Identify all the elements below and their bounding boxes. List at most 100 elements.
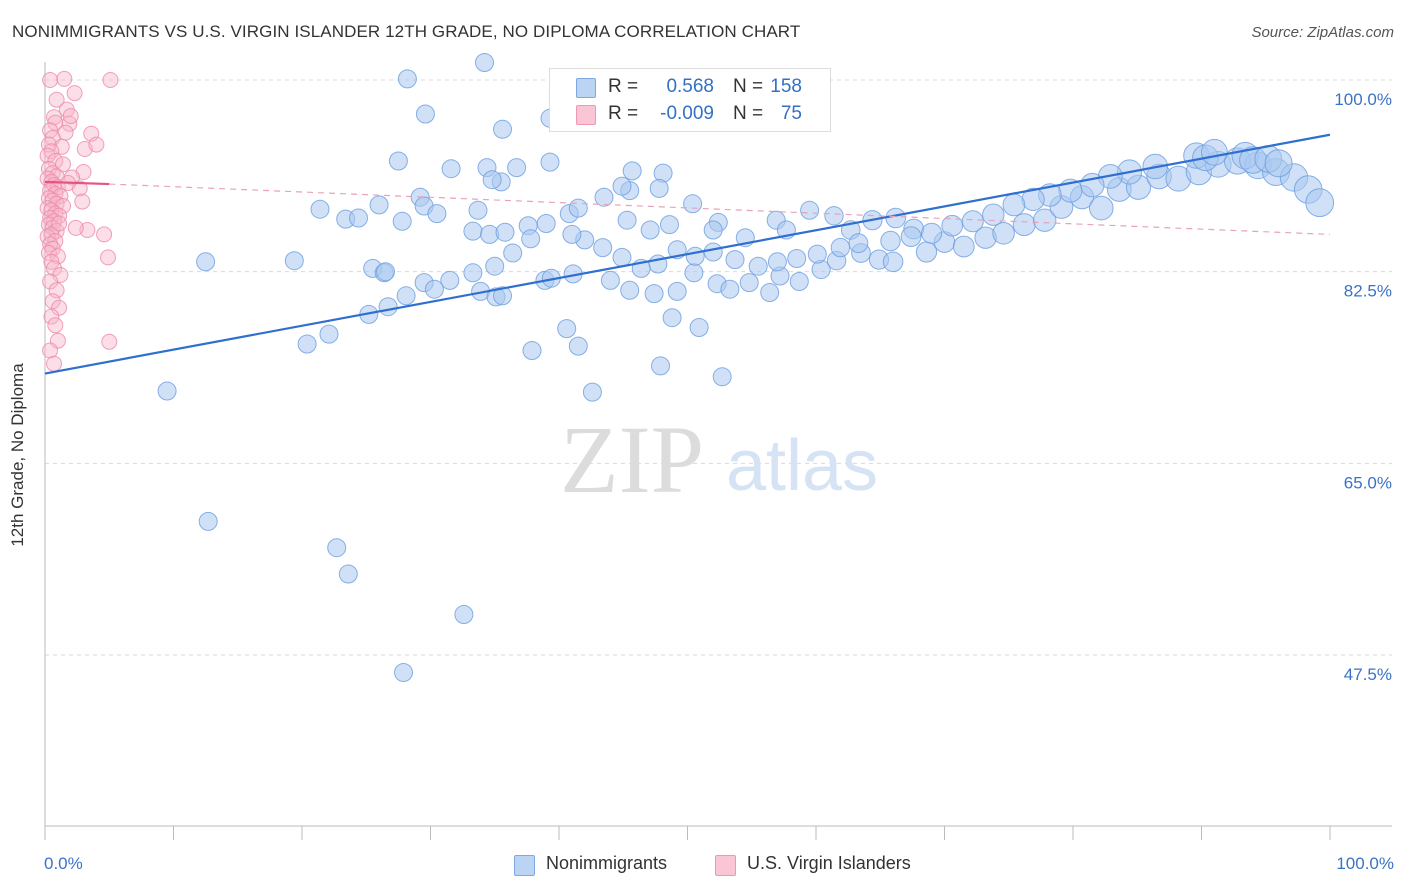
point-nonimmigrants bbox=[327, 538, 347, 558]
legend-n-label: N = bbox=[733, 103, 764, 124]
point-nonimmigrants bbox=[349, 208, 368, 228]
point-nonimmigrants bbox=[952, 235, 975, 258]
point-nonimmigrants bbox=[807, 244, 827, 264]
point-virgin-islanders bbox=[43, 308, 60, 325]
point-virgin-islanders bbox=[44, 293, 61, 310]
point-nonimmigrants bbox=[612, 247, 632, 267]
point-nonimmigrants bbox=[427, 204, 447, 224]
point-nonimmigrants bbox=[485, 256, 505, 276]
point-nonimmigrants bbox=[582, 382, 602, 402]
point-virgin-islanders bbox=[56, 70, 73, 87]
point-nonimmigrants bbox=[521, 229, 541, 249]
point-nonimmigrants bbox=[1201, 138, 1228, 166]
point-nonimmigrants bbox=[1002, 193, 1026, 217]
point-nonimmigrants bbox=[712, 367, 732, 387]
correlation-legend: R = 0.568 N = 158 R = -0.009 N = 75 bbox=[549, 68, 831, 132]
point-nonimmigrants bbox=[880, 230, 901, 252]
point-nonimmigrants bbox=[392, 211, 412, 231]
point-nonimmigrants bbox=[463, 263, 483, 283]
point-nonimmigrants bbox=[1012, 213, 1036, 237]
axes bbox=[44, 62, 1392, 840]
point-nonimmigrants bbox=[503, 243, 523, 263]
point-nonimmigrants bbox=[493, 119, 512, 139]
data-points bbox=[39, 53, 1335, 682]
point-nonimmigrants bbox=[720, 279, 740, 299]
point-virgin-islanders bbox=[49, 248, 66, 265]
legend-swatch-blue bbox=[576, 78, 596, 98]
point-nonimmigrants bbox=[961, 210, 984, 233]
point-nonimmigrants bbox=[915, 241, 938, 263]
point-nonimmigrants bbox=[198, 511, 218, 531]
point-virgin-islanders bbox=[42, 72, 59, 88]
point-nonimmigrants bbox=[157, 381, 177, 401]
point-nonimmigrants bbox=[620, 280, 640, 300]
point-nonimmigrants bbox=[662, 308, 682, 328]
point-nonimmigrants bbox=[593, 238, 613, 258]
legend-r-label: R = bbox=[608, 103, 639, 124]
trend-lines bbox=[44, 133, 1331, 375]
point-nonimmigrants bbox=[522, 341, 542, 360]
y-tick-label: 65.0% bbox=[1344, 473, 1392, 492]
point-nonimmigrants bbox=[454, 605, 474, 624]
point-virgin-islanders bbox=[102, 72, 119, 88]
point-nonimmigrants bbox=[787, 249, 807, 268]
point-nonimmigrants bbox=[703, 220, 723, 240]
point-nonimmigrants bbox=[1264, 149, 1293, 178]
point-virgin-islanders bbox=[42, 273, 59, 290]
point-virgin-islanders bbox=[51, 215, 68, 232]
point-nonimmigrants bbox=[540, 152, 560, 172]
point-nonimmigrants bbox=[594, 187, 614, 207]
point-nonimmigrants bbox=[196, 252, 216, 272]
point-nonimmigrants bbox=[507, 158, 527, 178]
point-nonimmigrants bbox=[684, 263, 704, 283]
point-nonimmigrants bbox=[649, 178, 669, 198]
point-nonimmigrants bbox=[748, 256, 768, 276]
chart-title: NONIMMIGRANTS VS U.S. VIRGIN ISLANDER 12… bbox=[12, 22, 801, 41]
point-virgin-islanders bbox=[88, 136, 105, 153]
chart-source: Source: ZipAtlas.com bbox=[1251, 24, 1394, 41]
point-virgin-islanders bbox=[40, 245, 57, 261]
trend-line-virgin-islanders-extension bbox=[109, 183, 1331, 236]
point-virgin-islanders bbox=[100, 249, 116, 266]
point-nonimmigrants bbox=[789, 272, 809, 291]
point-virgin-islanders bbox=[67, 219, 84, 236]
point-nonimmigrants bbox=[800, 200, 820, 220]
trend-line-nonimmigrants bbox=[44, 133, 1331, 375]
point-nonimmigrants bbox=[600, 270, 620, 290]
point-nonimmigrants bbox=[338, 564, 358, 584]
point-nonimmigrants bbox=[424, 279, 444, 299]
point-nonimmigrants bbox=[644, 284, 664, 304]
x-tick-label: 0.0% bbox=[44, 854, 83, 873]
watermark: ZIP atlas bbox=[560, 406, 878, 513]
point-nonimmigrants bbox=[900, 226, 922, 248]
legend-r-value: 0.568 bbox=[666, 76, 714, 97]
x-tick-label: 100.0% bbox=[1336, 854, 1394, 873]
point-nonimmigrants bbox=[568, 336, 588, 356]
point-nonimmigrants bbox=[378, 297, 398, 317]
point-nonimmigrants bbox=[667, 281, 687, 301]
point-nonimmigrants bbox=[495, 222, 515, 242]
point-nonimmigrants bbox=[992, 222, 1015, 245]
point-nonimmigrants bbox=[689, 318, 709, 337]
point-nonimmigrants bbox=[725, 250, 745, 270]
point-nonimmigrants bbox=[394, 663, 413, 682]
point-nonimmigrants bbox=[617, 210, 637, 230]
point-virgin-islanders bbox=[46, 260, 62, 277]
point-nonimmigrants bbox=[660, 215, 679, 235]
point-nonimmigrants bbox=[885, 207, 907, 229]
point-nonimmigrants bbox=[848, 233, 869, 254]
point-virgin-islanders bbox=[46, 355, 62, 372]
point-nonimmigrants bbox=[882, 251, 904, 273]
point-nonimmigrants bbox=[441, 159, 461, 179]
point-nonimmigrants bbox=[1033, 208, 1057, 232]
point-nonimmigrants bbox=[388, 151, 408, 171]
y-tick-label: 100.0% bbox=[1334, 90, 1392, 109]
legend-r-label: R = bbox=[608, 76, 639, 97]
legend-row-nonimmigrants: R = 0.568 N = 158 bbox=[550, 74, 830, 100]
point-virgin-islanders bbox=[101, 333, 118, 350]
point-nonimmigrants bbox=[397, 69, 417, 89]
point-nonimmigrants bbox=[440, 270, 460, 290]
point-virgin-islanders bbox=[48, 91, 65, 108]
point-nonimmigrants bbox=[651, 356, 670, 376]
